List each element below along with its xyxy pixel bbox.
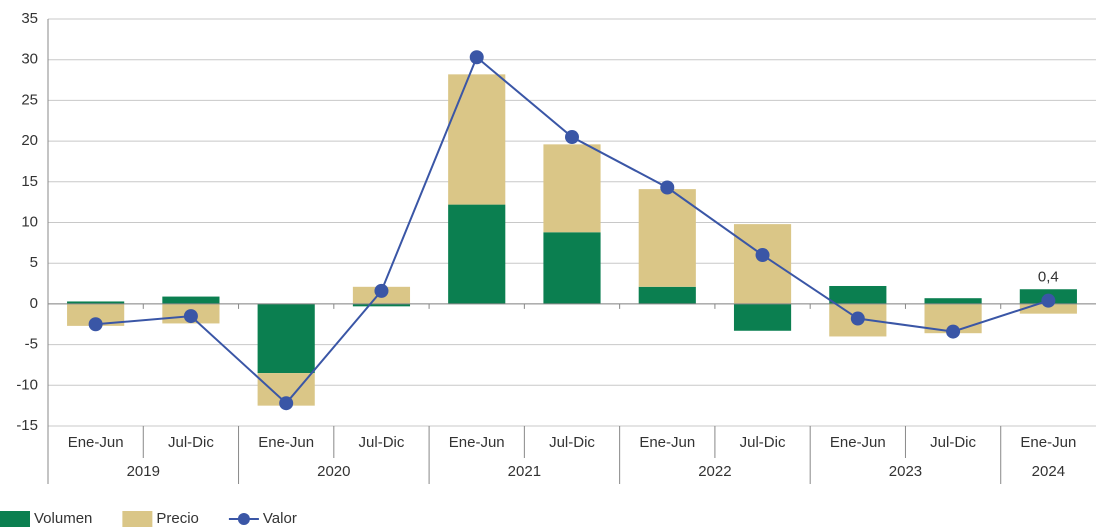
- x-tick-label: Jul-Dic: [740, 434, 786, 451]
- line-marker: [755, 248, 770, 263]
- bar: [352, 303, 411, 307]
- x-tick-label: Jul-Dic: [359, 434, 405, 451]
- bar: [638, 189, 696, 287]
- line-marker: [183, 309, 198, 324]
- legend-label: Valor: [263, 510, 297, 527]
- legend-swatch: [0, 511, 30, 527]
- bar: [67, 303, 125, 326]
- bar: [67, 301, 125, 304]
- x-tick-label: Ene-Jun: [830, 434, 886, 451]
- data-label: 0,4: [1038, 269, 1059, 286]
- line-marker: [88, 317, 103, 332]
- x-tick-label: Ene-Jun: [68, 434, 124, 451]
- line-marker: [660, 180, 675, 195]
- line-marker: [946, 324, 961, 339]
- x-tick-label: Jul-Dic: [168, 434, 214, 451]
- line-marker: [279, 396, 294, 411]
- y-tick-label: -15: [16, 417, 38, 434]
- y-tick-label: -10: [16, 376, 38, 393]
- y-tick-label: 5: [30, 254, 38, 271]
- x-tick-label: Jul-Dic: [549, 434, 595, 451]
- y-tick-label: 30: [21, 51, 38, 68]
- bar: [638, 286, 696, 304]
- y-tick-label: 0: [30, 295, 38, 312]
- x-group-label: 2019: [127, 463, 160, 480]
- bar: [448, 74, 506, 205]
- legend-marker: [237, 513, 250, 525]
- bar: [829, 285, 887, 304]
- y-tick-label: 25: [21, 91, 38, 108]
- line-marker: [565, 130, 579, 145]
- x-group-label: 2021: [508, 463, 541, 480]
- bar: [543, 232, 601, 304]
- legend-label: Volumen: [34, 510, 92, 527]
- x-tick-label: Jul-Dic: [930, 434, 976, 451]
- x-group-label: 2024: [1032, 463, 1065, 480]
- bar: [257, 303, 315, 374]
- y-tick-label: 10: [21, 213, 38, 230]
- line-marker: [850, 311, 865, 326]
- line-marker: [374, 283, 389, 298]
- y-tick-label: 15: [21, 173, 38, 190]
- bar: [1019, 303, 1077, 314]
- x-group-label: 2023: [889, 463, 922, 480]
- legend-label: Precio: [156, 510, 199, 527]
- bar: [543, 144, 601, 233]
- x-tick-label: Ene-Jun: [258, 434, 314, 451]
- legend-swatch: [122, 511, 153, 527]
- y-tick-label: 35: [21, 10, 38, 27]
- bar: [448, 204, 506, 304]
- x-group-label: 2022: [698, 463, 731, 480]
- line-marker: [469, 50, 484, 65]
- line-marker: [1041, 293, 1056, 308]
- y-tick-label: 20: [21, 132, 38, 149]
- x-tick-label: Ene-Jun: [639, 434, 695, 451]
- bar: [162, 296, 220, 304]
- y-tick-label: -5: [25, 336, 38, 353]
- x-tick-label: Ene-Jun: [449, 434, 505, 451]
- x-group-label: 2020: [317, 463, 350, 480]
- x-tick-label: Ene-Jun: [1020, 434, 1076, 451]
- bar: [733, 224, 792, 304]
- bar: [733, 303, 792, 331]
- bar: [924, 298, 982, 304]
